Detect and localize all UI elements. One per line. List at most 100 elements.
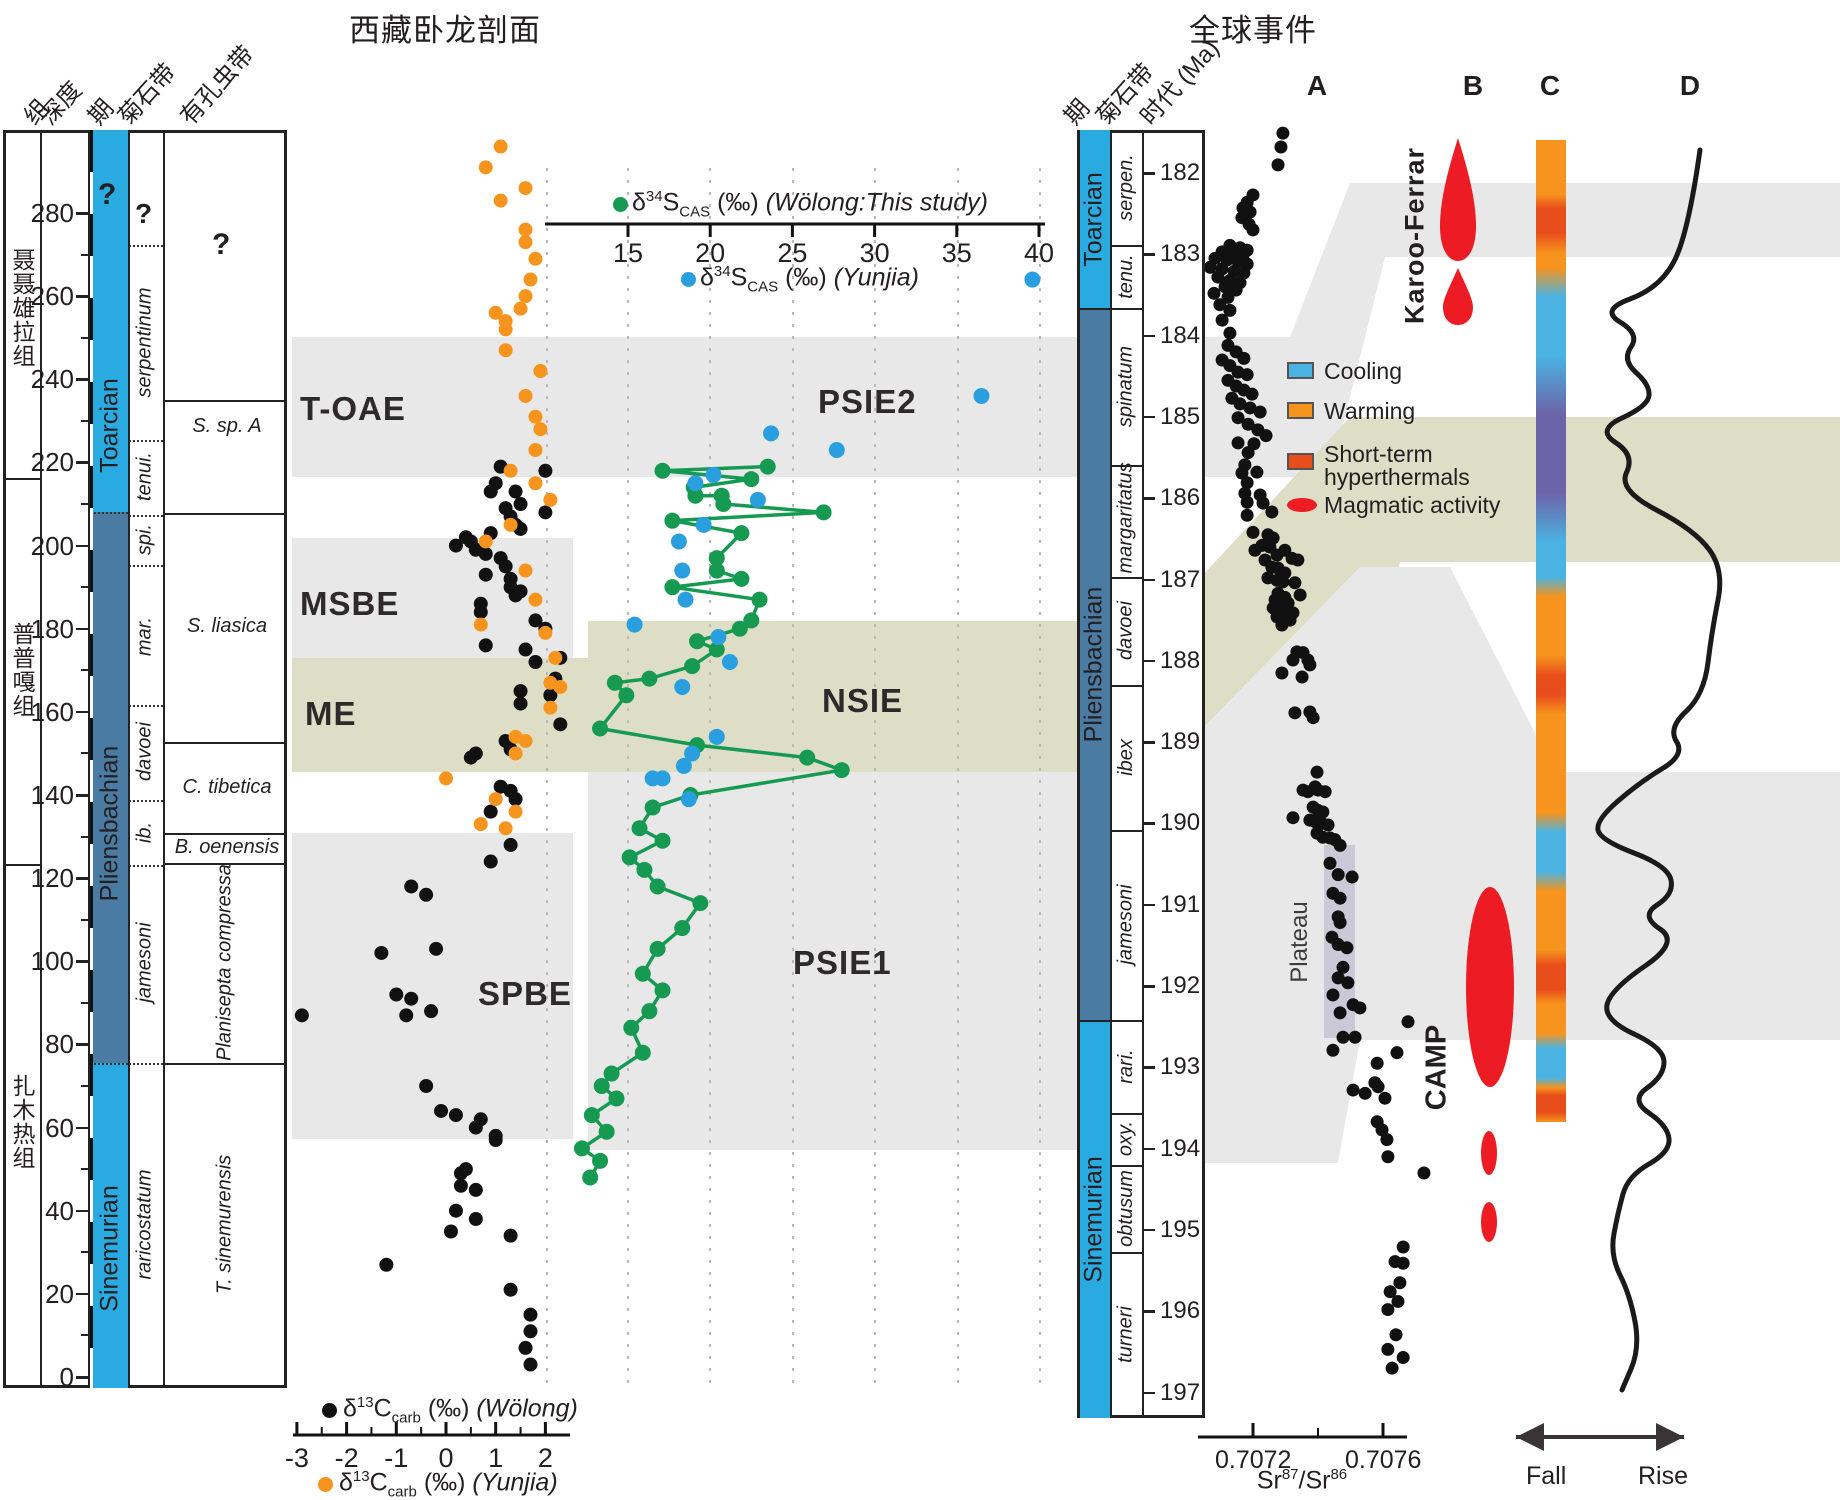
legend-c13-wolong: δ13Ccarb (‰) (Wölong) [343, 1394, 578, 1426]
c13-wolong-point [498, 559, 513, 574]
right-stage-0: Toarcian [1079, 172, 1108, 267]
s34-wolong-point [674, 920, 691, 937]
c13-yunjia-point [523, 272, 538, 287]
c13-base: C [373, 1394, 392, 1423]
c13-yunjia-point [498, 821, 513, 836]
ma-tick-194 [1143, 1147, 1155, 1151]
s34-yunjia-point [763, 425, 780, 442]
right-zone-6: jamesoni [1114, 884, 1137, 965]
c13-yunjia-point [439, 771, 453, 786]
c13-yunjia-point [518, 563, 533, 578]
sr-point [1396, 1240, 1410, 1254]
depth-minortick-20 [81, 1334, 88, 1337]
sr-point [1275, 618, 1289, 632]
s34-wolong-point [582, 1169, 599, 1186]
right-zone-sep-5 [1111, 830, 1142, 832]
depth-tick-60 [76, 1126, 88, 1130]
c13-delta: δ [343, 1394, 357, 1423]
s34-yunjia-point [684, 745, 701, 762]
s34-yunjia-point [705, 466, 722, 483]
karoo-ferrar-small-blob [1443, 268, 1473, 325]
c13-wolong-point [389, 987, 404, 1002]
ma-tick-193 [1143, 1066, 1155, 1069]
c13-yunjia-point [488, 792, 503, 807]
label-psie1: PSIE1 [793, 944, 892, 981]
legend-magmatic: Magmatic activity [1324, 492, 1501, 518]
s34-yunjia-point [721, 653, 738, 670]
ammonite-sep-4 [129, 705, 163, 707]
s34-unit2: (‰) [785, 263, 827, 292]
depth-label-280: 280 [30, 198, 74, 229]
sr-axis-label: Sr87/Sr86 [1222, 1466, 1382, 1495]
c13-wolong-point [503, 1228, 518, 1243]
c13-yunjia-point [543, 700, 558, 715]
sr-point [1331, 971, 1345, 985]
c13-wolong-point [419, 887, 434, 902]
s34-yunjia-point [674, 678, 691, 695]
sr-point [1353, 1001, 1367, 1015]
ma-label-185: 185 [1160, 402, 1201, 430]
c13-yunjia-point [508, 804, 523, 819]
right-zone-2: spinatum [1114, 345, 1137, 427]
c13-wolong-point [523, 1307, 538, 1322]
sr-point [1370, 1056, 1384, 1070]
c13-yunjia-point [503, 517, 518, 532]
sr-point [1286, 653, 1300, 667]
ma-label-197: 197 [1160, 1378, 1201, 1406]
right-stage-fill-0 [1080, 130, 1110, 308]
s34-wolong-point [641, 1003, 658, 1020]
foram-sep-1 [163, 513, 287, 515]
ma-tick-185 [1143, 415, 1155, 419]
s34-sup2: 34 [713, 263, 731, 280]
s34-yunjia-point [749, 491, 766, 508]
sr-point [1276, 126, 1290, 140]
c13-wolong-point [374, 945, 389, 960]
depth-tick-100 [76, 960, 88, 963]
c13-yunjia-point [518, 235, 533, 250]
depth-minortick-280 [81, 253, 88, 256]
c13-src1: (Wölong) [476, 1394, 578, 1423]
c13-yunjia-point [518, 388, 533, 403]
ammonite-sep-2 [129, 515, 163, 517]
depth-minortick-160 [81, 752, 88, 755]
left-zone-3: mar. [133, 616, 156, 657]
right-zone-1: tenu. [1114, 253, 1137, 299]
camp-small-blob-1 [1481, 1131, 1497, 1175]
s34-wolong-point [715, 496, 732, 513]
label-karoo-ferrar: Karoo-Ferrar [1399, 146, 1430, 325]
panel-header-c: C [1539, 70, 1561, 101]
s34-wolong-point [649, 940, 666, 957]
s34-ticklabel-20: 20 [695, 238, 726, 268]
right-col-vline-1 [1142, 130, 1144, 1418]
c13-wolong-point [429, 941, 444, 956]
s34-src2: (Yunjia) [833, 263, 919, 292]
ma-label-191: 191 [1160, 890, 1201, 918]
sr-point [1385, 1361, 1399, 1375]
legend-swatch-magmatic [1287, 498, 1317, 512]
sr-point [1333, 838, 1347, 852]
sr-point [1223, 303, 1237, 317]
s34-wolong-point [592, 720, 609, 737]
sr-point [1241, 417, 1255, 431]
c13-wolong-point [448, 1203, 463, 1218]
depth-label-260: 260 [30, 281, 74, 312]
legend-c13-yunjia: δ13Ccarb (‰) (Yunjia) [339, 1468, 558, 1500]
sr-point [1310, 765, 1324, 779]
sr-slash: / [1298, 1466, 1306, 1495]
depth-minortick-60 [81, 1168, 88, 1171]
panel-header-b: B [1462, 70, 1484, 101]
legend-s34-yunjia: δ34SCAS (‰) (Yunjia) [700, 263, 919, 295]
depth-minortick-220 [81, 503, 88, 506]
s34-wolong-point [583, 1107, 600, 1124]
s34-delta: δ [632, 188, 646, 217]
sr-point [1286, 811, 1300, 825]
c13-wolong-point [538, 505, 553, 520]
sr-point [1396, 1256, 1410, 1270]
ma-label-183: 183 [1160, 240, 1201, 268]
s34-ticklabel-25: 25 [777, 238, 808, 268]
s34-wolong-point [641, 670, 658, 687]
left-zone-5: ib. [133, 821, 156, 844]
c13-wolong-point [488, 1133, 503, 1148]
